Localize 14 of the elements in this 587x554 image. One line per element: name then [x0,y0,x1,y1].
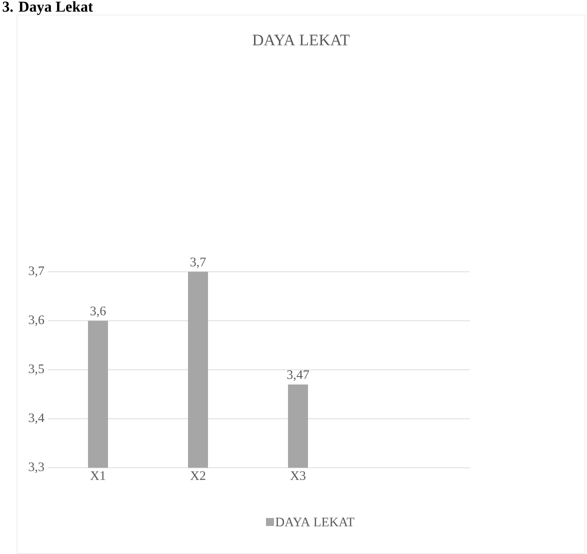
data-label: 3,6 [90,306,106,318]
legend-label: DAYA LEKAT [276,518,354,526]
data-label: 3,7 [190,258,206,268]
y-tick-label: 3,3 [28,462,44,474]
y-tick-label: 3,6 [28,315,44,326]
y-tick-label: 3,4 [28,413,44,424]
data-label: 3,47 [287,370,310,381]
y-tick-label: 3,7 [28,266,44,278]
x-tick-label: X3 [290,471,306,480]
x-tick-label: X1 [90,471,106,480]
x-tick-label: X2 [190,471,206,480]
chart-title: DAYA LEKAT [252,34,350,46]
text: 3. Daya Lekat [2,1,93,15]
y-tick-label: 3,5 [28,364,44,376]
